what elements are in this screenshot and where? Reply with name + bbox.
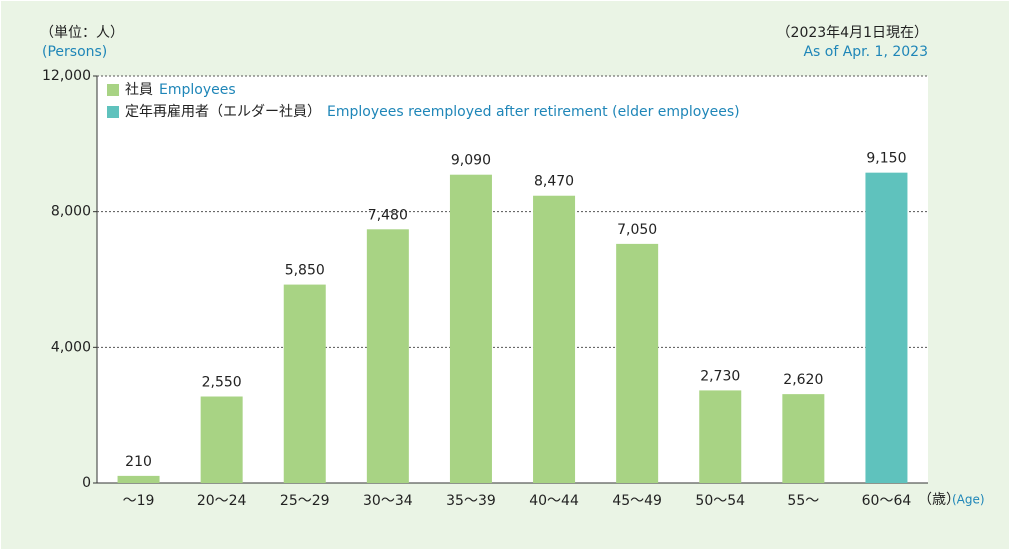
x-tick-label: 45～49 <box>612 493 662 509</box>
bar <box>865 172 908 483</box>
legend-label-en: Employees <box>159 82 236 98</box>
bar <box>283 284 326 483</box>
legend-label-en: Employees reemployed after retirement (e… <box>327 104 740 120</box>
x-tick-label: 25～29 <box>280 493 330 509</box>
data-label: 5,850 <box>285 263 325 279</box>
data-label: 2,730 <box>700 368 740 384</box>
data-label: 8,470 <box>534 174 574 190</box>
data-label: 7,050 <box>617 222 657 238</box>
bar <box>449 174 492 483</box>
bar <box>117 475 160 483</box>
data-label: 9,090 <box>451 153 491 169</box>
unit-label-en: (Persons) <box>42 44 107 60</box>
bar <box>699 390 742 483</box>
data-label: 7,480 <box>368 207 408 223</box>
legend-swatch <box>107 84 119 96</box>
legend-label: 定年再雇用者（エルダー社員） <box>125 103 321 120</box>
data-label: 2,550 <box>202 375 242 391</box>
bar <box>533 195 576 483</box>
y-tick-label: 8,000 <box>51 204 91 220</box>
legend-swatch <box>107 106 119 118</box>
date-note-en: As of Apr. 1, 2023 <box>803 44 928 60</box>
x-tick-label: 20～24 <box>197 493 247 509</box>
legend-label: 社員 <box>125 82 153 98</box>
date-note: （2023年4月1日現在） <box>777 25 928 41</box>
x-unit-en: (Age) <box>952 493 985 507</box>
bar <box>782 394 825 483</box>
x-tick-label: ～19 <box>123 493 155 509</box>
x-tick-label: 50～54 <box>695 493 745 509</box>
data-label: 9,150 <box>866 151 906 167</box>
y-tick-label: 12,000 <box>42 68 91 84</box>
x-tick-label: 35～39 <box>446 493 496 509</box>
y-tick-label: 4,000 <box>51 339 91 355</box>
data-label: 2,620 <box>783 372 823 388</box>
bar <box>200 396 243 483</box>
x-unit: （歳） <box>918 492 960 508</box>
bar <box>616 243 659 483</box>
x-tick-label: 55～ <box>787 493 819 509</box>
data-label: 210 <box>125 454 152 470</box>
x-tick-label: 40～44 <box>529 493 579 509</box>
bar <box>366 229 409 483</box>
y-tick-label: 0 <box>82 475 91 491</box>
x-tick-label: 30～34 <box>363 493 413 509</box>
x-tick-label: 60～64 <box>862 493 912 509</box>
unit-label: （単位：人） <box>40 25 124 41</box>
